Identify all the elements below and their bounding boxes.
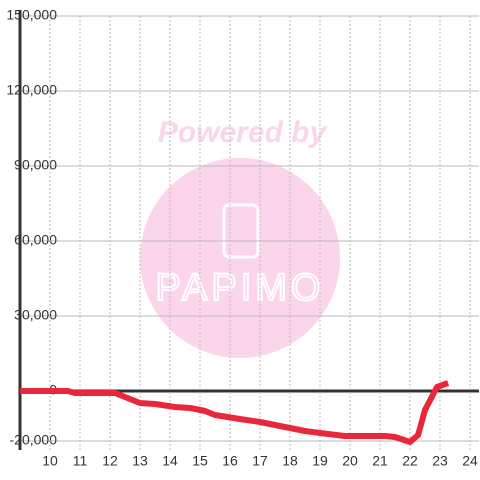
data-line — [20, 380, 450, 445]
y-tick-label: 90,000 — [14, 157, 57, 173]
y-tick-label: 60,000 — [14, 232, 57, 248]
x-tick-label: 16 — [222, 453, 238, 469]
x-tick-label: 22 — [402, 453, 418, 469]
watermark-logo: PAPIMO — [156, 267, 325, 309]
x-tick-label: 18 — [282, 453, 298, 469]
x-tick-label: 17 — [252, 453, 268, 469]
x-tick-label: 19 — [312, 453, 328, 469]
x-tick-label: 21 — [372, 453, 388, 469]
x-tick-label: 10 — [42, 453, 58, 469]
x-tick-label: 14 — [162, 453, 178, 469]
x-tick-label: 23 — [432, 453, 448, 469]
x-tick-label: 12 — [102, 453, 118, 469]
x-tick-label: 11 — [73, 453, 88, 469]
watermark-icon — [222, 203, 260, 259]
x-tick-label: 24 — [462, 453, 478, 469]
x-tick-label: 13 — [132, 453, 148, 469]
y-tick-label: 30,000 — [14, 307, 57, 323]
watermark-text: Powered by — [158, 116, 328, 149]
x-tick-label: 15 — [192, 453, 208, 469]
x-tick-label: 20 — [342, 453, 358, 469]
